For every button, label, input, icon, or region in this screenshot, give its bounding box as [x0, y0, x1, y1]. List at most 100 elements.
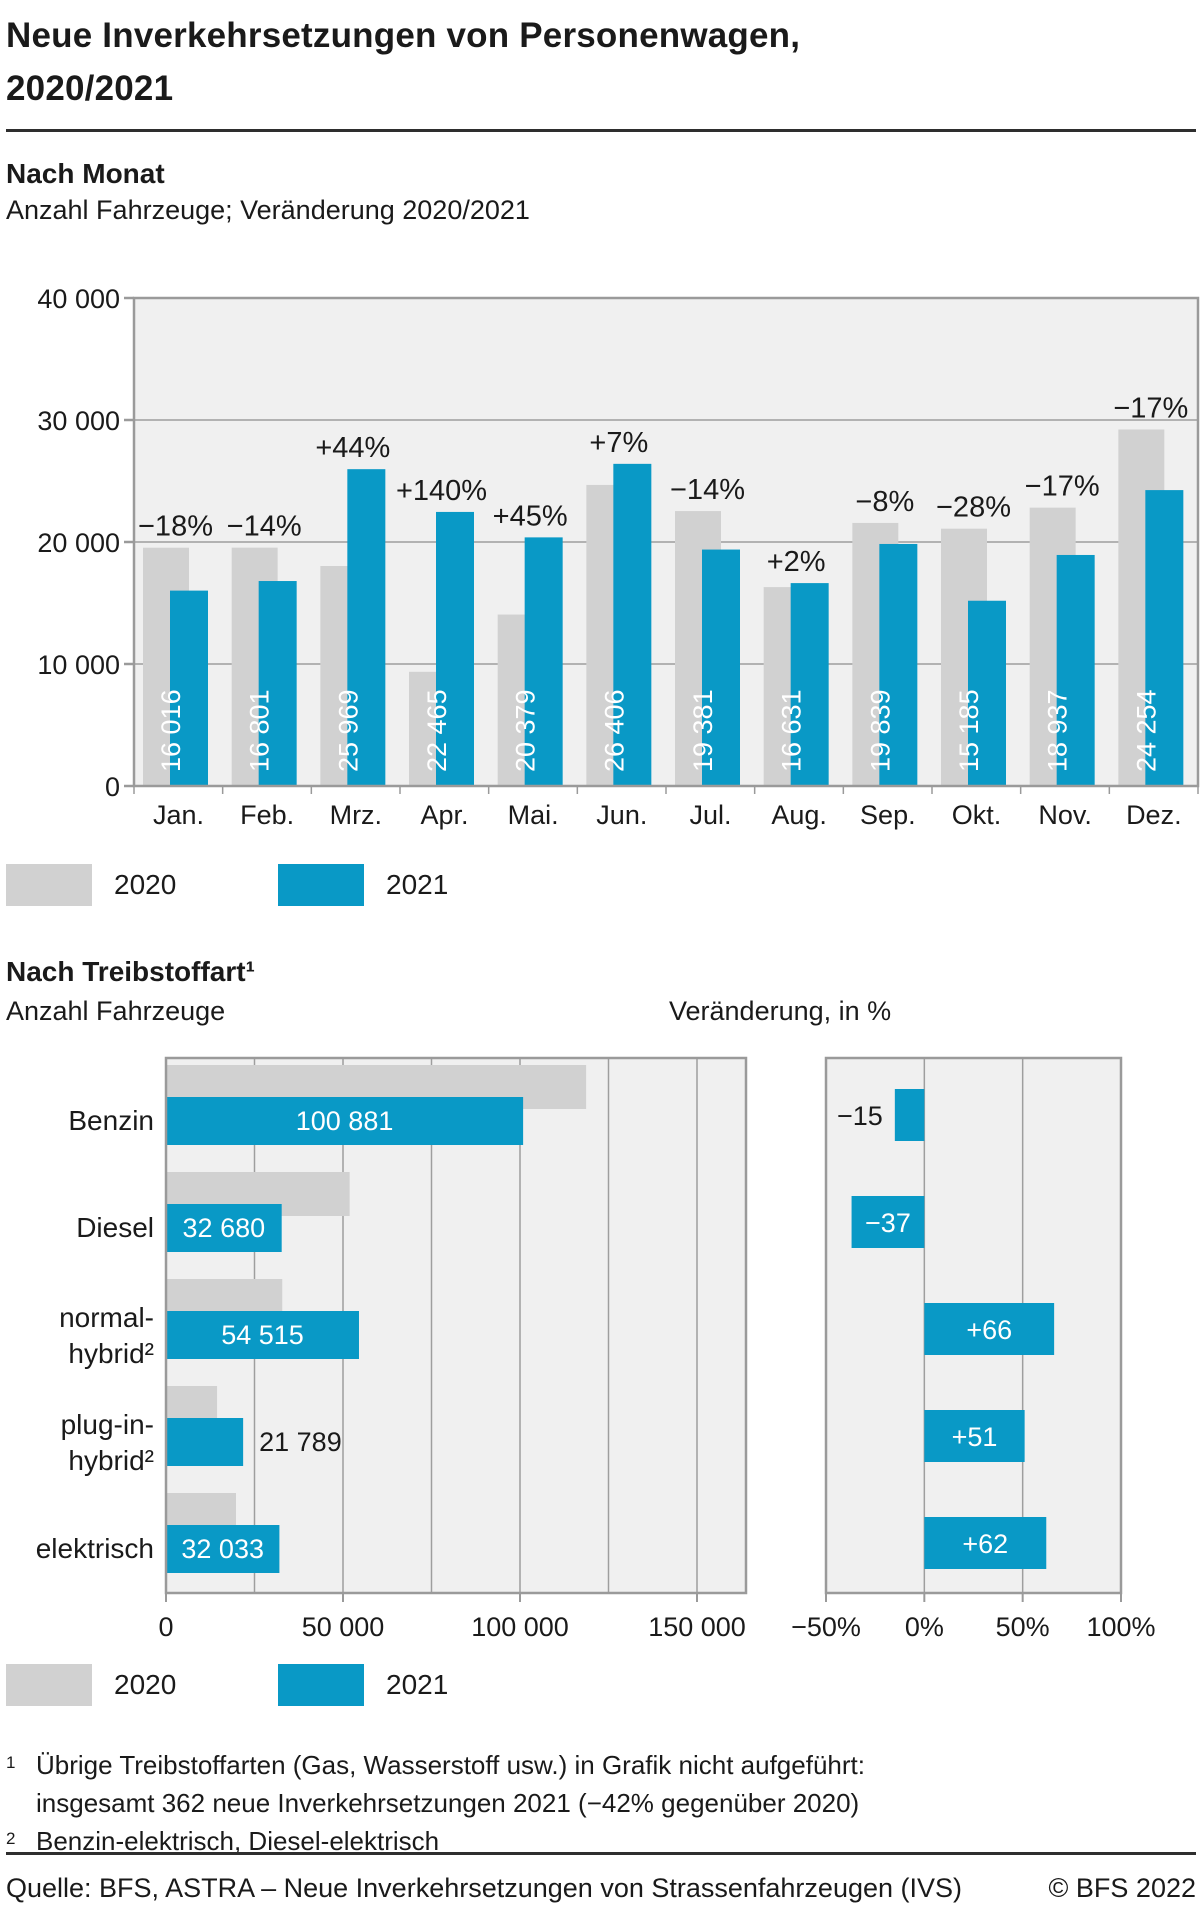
x-axis-tick-label: 0%	[905, 1612, 944, 1642]
footer-copyright: © BFS 2022	[1048, 1873, 1196, 1903]
legend-label-2020: 2020	[114, 1669, 177, 1700]
x-axis-month-label: Nov.	[1038, 800, 1092, 830]
x-axis-month-label: Sep.	[860, 800, 916, 830]
footnote-1-line2: insgesamt 362 neue Inverkehrsetzungen 20…	[36, 1788, 860, 1818]
x-axis-month-label: Mrz.	[330, 800, 382, 830]
page-title-line1: Neue Inverkehrsetzungen von Personenwage…	[6, 16, 801, 55]
legend-label-2020: 2020	[114, 869, 177, 900]
footer: Quelle: BFS, ASTRA – Neue Inverkehrsetzu…	[6, 1852, 1196, 1904]
y-axis-tick-label: 40 000	[37, 284, 120, 314]
plot-border	[132, 296, 1200, 788]
fuel-category-label: hybrid²	[68, 1445, 154, 1476]
bar-value-label-2021: 100 881	[296, 1106, 394, 1136]
page-title: Neue Inverkehrsetzungen von Personenwage…	[6, 10, 1196, 115]
legend-swatch-2020	[6, 1664, 92, 1706]
x-axis-tick-label: 100 000	[471, 1612, 569, 1642]
bar-value-label-2021: 16 016	[156, 689, 186, 772]
footnote-2: 2 Benzin-elektrisch, Diesel-elektrisch	[6, 1822, 1196, 1860]
bar-2021-Nov.	[1056, 554, 1095, 786]
bar-2021-Sep.	[879, 543, 918, 786]
bar-2021-Mrz.	[347, 469, 386, 786]
bar-value-label-2021: 22 465	[422, 689, 452, 772]
bar-2021-Apr.	[436, 511, 474, 786]
footnote-2-marker: 2	[6, 1829, 16, 1848]
pct-change-label: −18%	[138, 511, 213, 543]
monthly-heading: Nach Monat	[6, 158, 165, 189]
pct-change-label: −8%	[855, 486, 914, 518]
pct-change-label: +45%	[493, 500, 568, 532]
fuel-bar-charts: 100 881 Benzin −15 32 680 Diesel −37 54 515 nor…	[36, 1056, 1156, 1642]
footnotes: 1 Übrige Treibstoffarten (Gas, Wassersto…	[6, 1746, 1196, 1860]
bar-2021-Diesel	[166, 1204, 282, 1252]
pct-value-label: −15	[837, 1101, 883, 1131]
pct-change-label: −17%	[1113, 392, 1188, 424]
x-axis-tick-label: 50 000	[302, 1612, 385, 1642]
pct-value-label: +66	[966, 1315, 1012, 1345]
bar-pct-Benzin	[894, 1089, 925, 1141]
bar-value-label-2021: 24 254	[1131, 689, 1161, 772]
bar-value-label-2021: 26 406	[599, 689, 629, 772]
bar-value-label-2021: 19 839	[865, 689, 895, 772]
fuel-pct-plot-border	[824, 1056, 1123, 1595]
footnote-1-marker: 1	[6, 1753, 16, 1772]
bar-2021-Jan.	[170, 590, 208, 786]
fuel-subtitles: Anzahl Fahrzeuge Veränderung, in %	[6, 996, 1196, 1030]
x-axis-tick-label: 0	[158, 1612, 173, 1642]
bar-value-label-2021: 54 515	[221, 1320, 304, 1350]
bar-2021-Dez.	[1145, 490, 1184, 786]
bar-2021-Aug.	[790, 583, 829, 786]
bar-2021-Okt.	[968, 600, 1006, 786]
bar-value-label-2021: 25 969	[333, 689, 363, 772]
bar-2021-Jul.	[702, 549, 740, 786]
bar-pct-normal-hybrid²	[924, 1303, 1055, 1355]
bar-value-label-2021: 32 033	[181, 1534, 264, 1564]
x-axis-month-label: Jun.	[596, 800, 647, 830]
pct-change-label: −14%	[227, 511, 302, 543]
bar-2021-Benzin	[166, 1097, 524, 1145]
bar-2021-Jun.	[613, 463, 652, 786]
pct-change-label: −17%	[1025, 471, 1100, 503]
fuel-pct-subtitle: Veränderung, in %	[669, 996, 892, 1026]
pct-change-label: +2%	[767, 546, 826, 578]
fuel-count-subtitle: Anzahl Fahrzeuge	[6, 996, 226, 1026]
bar-2021-Mai.	[524, 537, 563, 786]
legend-label-2021: 2021	[386, 1669, 449, 1700]
fuel-count-plot-border	[164, 1056, 748, 1595]
bar-value-label-2021: 16 631	[777, 689, 807, 772]
x-axis-tick-label: 150 000	[648, 1612, 746, 1642]
title-divider	[6, 129, 1196, 132]
x-axis-month-label: Jan.	[153, 800, 204, 830]
fuel-category-label: normal-	[59, 1302, 154, 1333]
legend-swatch-2021	[278, 1664, 364, 1706]
fuel-heading: Nach Treibstoffart¹	[6, 956, 255, 987]
monthly-subtitle: Anzahl Fahrzeuge; Veränderung 2020/2021	[6, 195, 530, 225]
bar-2021-normal-hybrid²	[166, 1311, 359, 1359]
x-axis-month-label: Mai.	[508, 800, 559, 830]
pct-change-label: −28%	[936, 492, 1011, 524]
x-axis-month-label: Apr.	[420, 800, 468, 830]
legend-fuel: 2020 2021	[6, 1664, 1196, 1706]
footnote-2-text: Benzin-elektrisch, Diesel-elektrisch	[36, 1826, 440, 1856]
bar-value-label-2021: 18 937	[1043, 689, 1073, 772]
legend-label-2021: 2021	[386, 869, 449, 900]
footnote-1-line1: Übrige Treibstoffarten (Gas, Wasserstoff…	[36, 1750, 865, 1780]
x-axis-month-label: Aug.	[771, 800, 827, 830]
y-axis-tick-label: 20 000	[37, 528, 120, 558]
y-axis-tick-label: 10 000	[37, 650, 120, 680]
pct-value-label: +62	[962, 1529, 1008, 1559]
bar-value-label-2021: 21 789	[259, 1427, 342, 1457]
bar-value-label-2021: 15 185	[954, 689, 984, 772]
bar-pct-plug-in-hybrid²	[924, 1410, 1025, 1462]
bar-pct-elektrisch	[924, 1517, 1047, 1569]
legend-swatch-2021	[278, 864, 364, 906]
legend-monthly: 2020 2021	[6, 864, 1196, 906]
bar-2021-Feb.	[258, 581, 297, 786]
bar-value-label-2021: 16 801	[245, 689, 275, 772]
x-axis-tick-label: 100%	[1086, 1612, 1155, 1642]
footnote-1: 1 Übrige Treibstoffarten (Gas, Wassersto…	[6, 1746, 1196, 1784]
x-axis-month-label: Dez.	[1126, 800, 1182, 830]
y-axis-tick-label: 0	[105, 772, 120, 802]
x-axis-tick-label: −50%	[791, 1612, 861, 1642]
x-axis-month-label: Feb.	[240, 800, 294, 830]
